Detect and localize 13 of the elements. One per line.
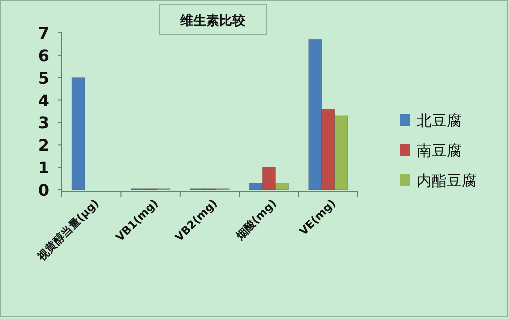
legend-label: 北豆腐 [417,112,462,130]
y-tick-label: 3 [38,114,50,133]
y-tick-label: 1 [38,158,50,178]
chart-title: 维生素比较 [180,13,246,29]
bar [72,78,86,190]
y-tick-label: 5 [38,68,50,88]
y-tick-label: 6 [38,46,50,66]
y-tick-label: 0 [38,181,50,200]
y-tick-label: 2 [38,136,50,156]
y-tick-label: 7 [38,24,50,43]
legend-label: 内酯豆腐 [417,172,477,190]
y-tick-label: 4 [38,91,50,110]
legend-label: 南豆腐 [417,142,462,160]
